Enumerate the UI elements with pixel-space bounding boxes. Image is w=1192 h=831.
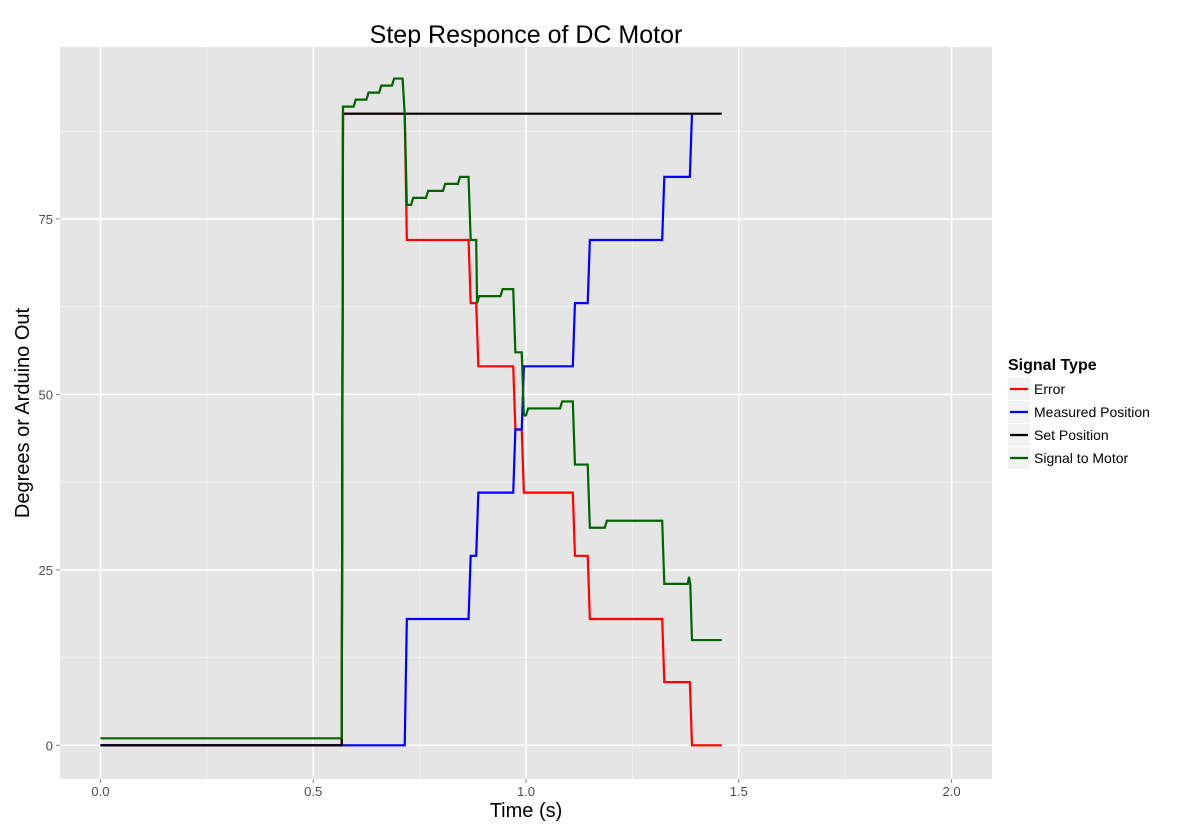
legend: Signal Type Error Measured Position Set Po… bbox=[1008, 357, 1150, 469]
y-tick-label: 0 bbox=[46, 738, 53, 753]
x-tick-label: 0.0 bbox=[91, 784, 109, 799]
y-tick-label: 75 bbox=[39, 212, 53, 227]
x-tick-label: 2.0 bbox=[943, 784, 961, 799]
legend-item-measured-position: Measured Position bbox=[1008, 401, 1150, 423]
legend-item-error: Error bbox=[1008, 378, 1065, 400]
series-layer bbox=[100, 77, 722, 747]
legend-item-signal-to-motor: Signal to Motor bbox=[1008, 447, 1128, 469]
x-axis-title: Time (s) bbox=[490, 800, 563, 822]
x-tick-label: 1.0 bbox=[517, 784, 535, 799]
legend-label: Set Position bbox=[1034, 427, 1109, 443]
legend-item-set-position: Set Position bbox=[1008, 424, 1109, 446]
x-tick-label: 0.5 bbox=[304, 784, 322, 799]
legend-label: Signal to Motor bbox=[1034, 450, 1128, 466]
y-axis-title: Degrees or Arduino Out bbox=[12, 308, 34, 519]
y-tick-label: 50 bbox=[39, 387, 53, 402]
y-tick-label: 25 bbox=[39, 563, 53, 578]
legend-label: Measured Position bbox=[1034, 404, 1150, 420]
x-axis-ticks: 0.0 0.5 1.0 1.5 2.0 bbox=[91, 779, 961, 799]
chart-title: Step Responce of DC Motor bbox=[370, 21, 683, 49]
y-axis-ticks: 0 25 50 75 bbox=[39, 212, 60, 753]
legend-label: Error bbox=[1034, 381, 1065, 397]
x-tick-label: 1.5 bbox=[730, 784, 748, 799]
series-line-measured-position bbox=[100, 113, 694, 747]
legend-title: Signal Type bbox=[1008, 357, 1097, 374]
legend-items: Error Measured Position Set Position Signal… bbox=[1008, 378, 1150, 469]
series-line-signal-to-motor bbox=[100, 77, 722, 740]
